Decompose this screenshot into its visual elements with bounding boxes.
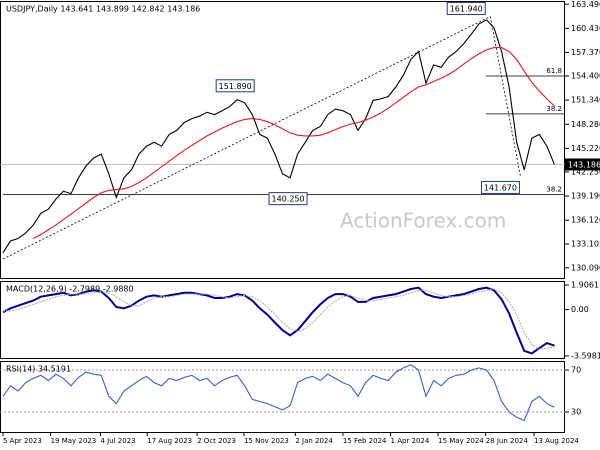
x-tick-label: 15 Feb 2024: [343, 437, 387, 445]
price-label: 140.250: [272, 195, 305, 204]
last-price-label: 143.186: [568, 160, 600, 169]
price-label-box: [446, 1, 486, 15]
x-tick-label: 28 Jun 2024: [486, 437, 529, 445]
series-line: [32, 47, 555, 239]
x-tick-label: 1 Apr 2024: [391, 437, 430, 445]
y-tick-label: 145.220: [571, 144, 600, 153]
series-line: [2, 19, 555, 253]
watermark: ActionForex.com: [340, 209, 506, 233]
price-label-box: [480, 180, 520, 194]
y-tick-label: -3.5981: [571, 351, 600, 360]
y-tick-label: 136.120: [571, 216, 600, 225]
y-tick-label: 1.9061: [571, 281, 599, 290]
y-tick-label: 0.00: [571, 305, 589, 314]
trendline: [489, 16, 521, 177]
y-tick-label: 130.090: [571, 263, 600, 272]
price-label: 141.670: [484, 183, 517, 192]
y-tick-label: 163.490: [571, 0, 600, 9]
y-tick-label: 148.280: [571, 120, 600, 129]
y-tick-label: 139.190: [571, 192, 600, 201]
x-tick-label: 5 Apr 2023: [3, 437, 42, 445]
x-tick-label: 13 Aug 2024: [534, 437, 579, 445]
x-tick-label: 15 Nov 2023: [244, 437, 289, 445]
y-tick-label: 70: [571, 366, 581, 375]
y-tick-label: 151.340: [571, 96, 600, 105]
price-label: 161.940: [450, 4, 483, 13]
x-tick-label: 2 Jan 2024: [295, 437, 333, 445]
panel-frame: [0, 281, 565, 359]
y-tick-label: 160.430: [571, 24, 600, 33]
panel-title: RSI(14) 34.5191: [6, 365, 71, 374]
x-tick-label: 17 Aug 2023: [147, 437, 192, 445]
price-label-box: [215, 79, 255, 93]
y-tick-label: 30: [571, 408, 581, 417]
x-tick-label: 19 May 2023: [51, 437, 97, 445]
fib-label: 61.8: [546, 67, 562, 75]
series-line: [2, 286, 555, 355]
fib-label: 38.2: [546, 185, 562, 193]
panel-title: USDJPY,Daily 143.641 143.899 142.842 143…: [6, 5, 200, 14]
price-label: 151.890: [219, 82, 252, 91]
series-line: [3, 288, 555, 351]
series-line: [2, 364, 555, 422]
panel-frame: [0, 1, 565, 279]
y-tick-label: 154.400: [571, 71, 600, 80]
panel-frame: [0, 361, 565, 433]
panel-title: MACD(12,26,9) -2.7989 -2.9880: [6, 285, 134, 294]
x-tick-label: 15 May 2024: [438, 437, 484, 445]
trendline: [2, 16, 491, 260]
price-label-box: [268, 192, 308, 206]
x-tick-label: 4 Jul 2023: [100, 437, 135, 445]
last-price-box: [565, 158, 600, 171]
y-tick-label: 142.250: [571, 167, 600, 176]
fib-label: 38.2: [546, 105, 562, 113]
y-tick-label: 133.105: [571, 240, 600, 249]
x-tick-label: 2 Oct 2023: [197, 437, 236, 445]
y-tick-label: 157.370: [571, 48, 600, 57]
